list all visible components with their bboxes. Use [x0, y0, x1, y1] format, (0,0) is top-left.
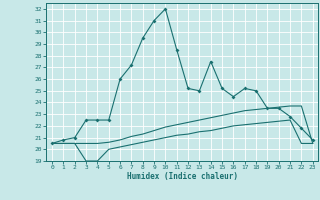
X-axis label: Humidex (Indice chaleur): Humidex (Indice chaleur): [127, 172, 238, 181]
